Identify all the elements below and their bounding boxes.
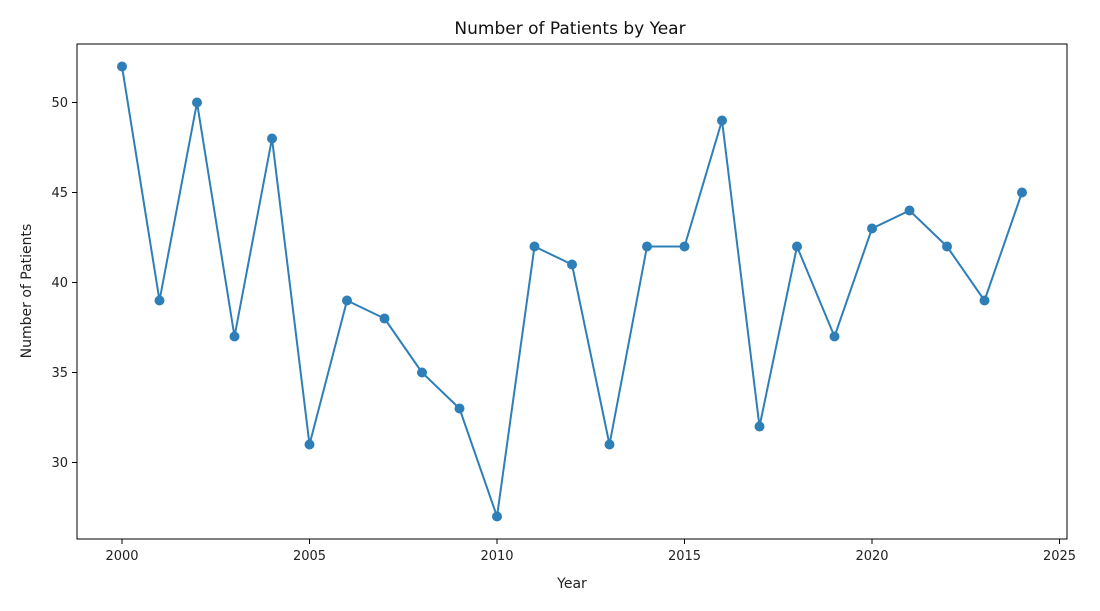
y-tick-label: 30	[51, 456, 68, 471]
data-point	[679, 241, 690, 252]
data-point	[192, 97, 202, 108]
y-axis-ticks: 30 35 40 45 50	[51, 96, 77, 471]
x-axis-ticks: 2000 2005 2010 2015 2020 2025	[105, 539, 1076, 564]
data-point	[492, 511, 502, 522]
data-point	[117, 61, 127, 72]
x-tick-label: 2005	[293, 549, 326, 564]
data-point	[642, 241, 652, 252]
data-point	[417, 367, 427, 378]
x-tick-label: 2015	[668, 549, 701, 564]
data-point	[604, 439, 615, 450]
data-point	[529, 241, 540, 252]
data-point	[567, 259, 577, 270]
data-point	[904, 205, 915, 216]
series-line	[121, 66, 1023, 518]
data-point	[229, 331, 240, 342]
data-point	[154, 295, 165, 306]
x-tick-label: 2000	[105, 549, 138, 564]
series-layer	[117, 61, 1027, 522]
x-tick-label: 2025	[1043, 549, 1076, 564]
x-axis-label: Year	[556, 576, 587, 592]
data-point	[754, 421, 765, 432]
data-point	[454, 403, 465, 414]
y-tick-label: 35	[51, 366, 68, 381]
data-point	[717, 115, 727, 126]
plot-area-frame	[76, 43, 1068, 540]
data-point	[342, 295, 352, 306]
data-point	[304, 439, 315, 450]
y-axis-label: Number of Patients	[19, 224, 35, 359]
x-tick-label: 2020	[855, 549, 888, 564]
data-point	[829, 331, 840, 342]
data-point	[1017, 187, 1027, 198]
y-tick-label: 45	[51, 186, 68, 201]
chart-title: Number of Patients by Year	[454, 19, 685, 39]
data-point	[379, 313, 390, 324]
y-tick-label: 50	[51, 96, 68, 111]
data-point	[979, 295, 990, 306]
y-tick-label: 40	[51, 276, 68, 291]
data-point	[942, 241, 952, 252]
data-point	[267, 133, 277, 144]
data-point	[792, 241, 802, 252]
data-point	[867, 223, 877, 234]
x-tick-label: 2010	[480, 549, 513, 564]
